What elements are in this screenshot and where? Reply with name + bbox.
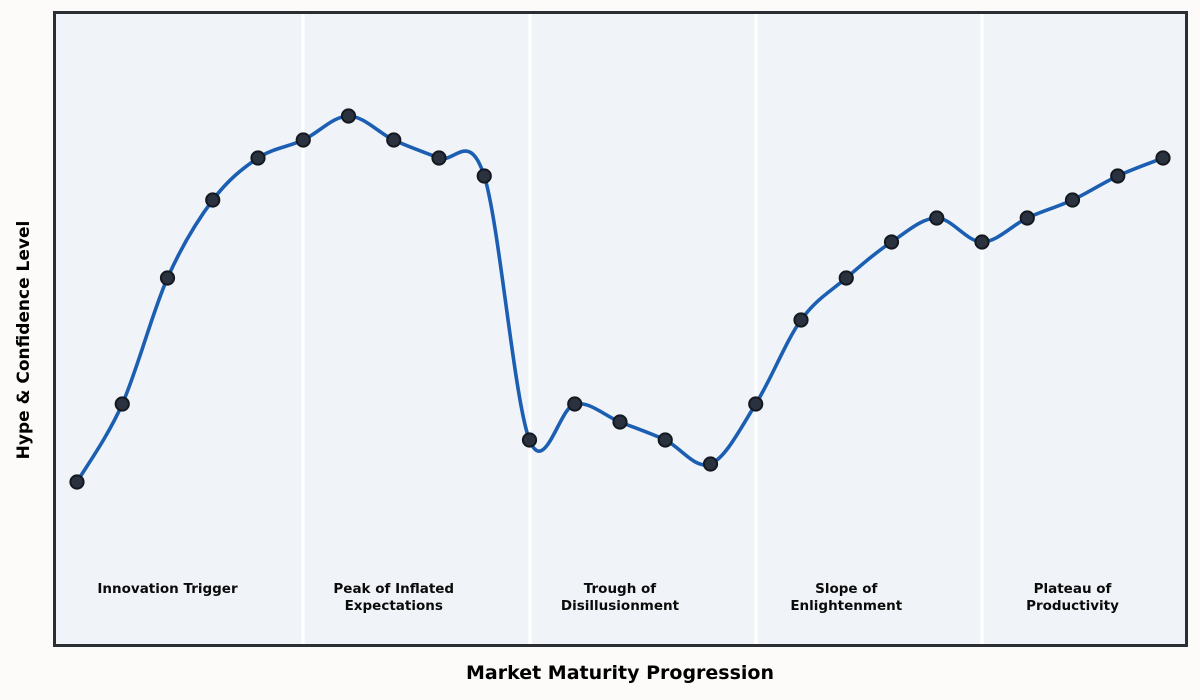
phase-label-innovation-trigger: Innovation Trigger [97, 581, 238, 597]
phase-label-trough-of-disillusionment: Trough of Disillusionment [560, 581, 680, 614]
x-axis-label: Market Maturity Progression [465, 662, 775, 684]
phase-label-slope-of-enlightenment: Slope of Enlightenment [790, 581, 903, 614]
phase-label-peak-of-inflated-expectations: Peak of Inflated Expectations [333, 581, 455, 614]
plot-area [53, 11, 1188, 647]
phase-label-plateau-of-productivity: Plateau of Productivity [1026, 581, 1119, 614]
phase-separator-line [980, 14, 984, 644]
phase-separator-line [754, 14, 758, 644]
y-axis-label: Hype & Confidence Level [14, 220, 34, 460]
phase-separator-line [301, 14, 305, 644]
phase-separator-line [528, 14, 531, 644]
